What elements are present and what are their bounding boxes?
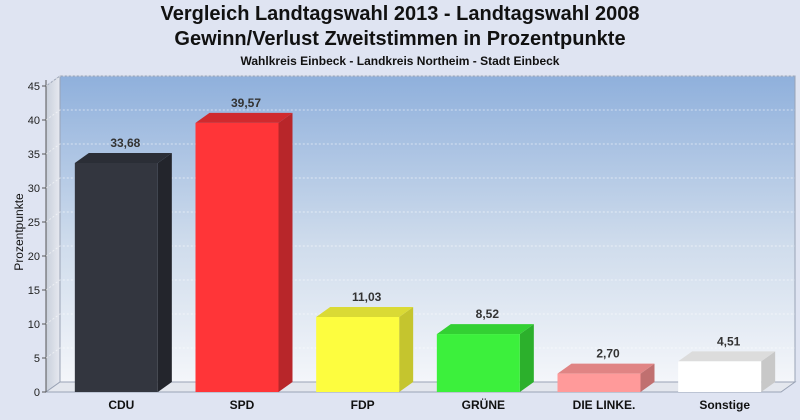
y-tick-label: 0 <box>34 387 40 399</box>
y-tick-label: 35 <box>28 149 40 161</box>
data-label: 8,52 <box>476 307 500 321</box>
x-tick-label: DIE LINKE. <box>573 398 636 412</box>
data-label: 4,51 <box>717 334 741 348</box>
bar-top-FDP <box>316 306 414 317</box>
bar-top-SPD <box>195 112 293 123</box>
chart-title-line1: Vergleich Landtagswahl 2013 - Landtagswa… <box>160 3 640 25</box>
bar-side-Sonstige <box>761 351 776 392</box>
bar-side-SPD <box>278 112 293 392</box>
data-label: 2,70 <box>596 347 620 361</box>
bar-DIE LINKE. <box>557 373 641 392</box>
x-tick-label: SPD <box>230 398 255 412</box>
y-tick-label: 5 <box>34 353 40 365</box>
x-tick-label: CDU <box>108 398 134 412</box>
gridline <box>45 279 795 291</box>
x-tick-label: Sonstige <box>699 398 750 412</box>
bar-side-FDP <box>399 306 414 392</box>
y-tick-label: 45 <box>28 81 40 93</box>
bar-GRÜNE <box>436 334 520 392</box>
y-tick-label: 20 <box>28 251 40 263</box>
plot-back-wall <box>59 75 796 383</box>
bar-top-Sonstige <box>678 351 776 362</box>
bar-side-GRÜNE <box>519 324 534 392</box>
gridline <box>45 211 795 223</box>
data-label: 33,68 <box>110 136 140 150</box>
plot-side-wall <box>45 75 61 393</box>
bar-Sonstige <box>678 361 762 392</box>
bar-side-CDU <box>157 152 172 392</box>
x-tick-label: GRÜNE <box>462 397 505 412</box>
x-tick-label: FDP <box>351 398 375 412</box>
y-tick-label: 25 <box>28 217 40 229</box>
gridline <box>45 347 795 359</box>
y-axis-label: Prozentpunkte <box>12 193 26 271</box>
data-label: 11,03 <box>352 290 382 304</box>
chart-subtitle: Wahlkreis Einbeck - Landkreis Northeim -… <box>240 54 560 68</box>
y-tick-label: 10 <box>28 319 40 331</box>
gridline <box>45 177 795 189</box>
data-label: 39,57 <box>231 96 261 110</box>
bar-top-CDU <box>74 152 172 163</box>
gridline <box>45 313 795 325</box>
bar-top-DIE LINKE. <box>557 363 655 374</box>
gridline <box>45 245 795 257</box>
bar-top-GRÜNE <box>436 324 534 335</box>
bar-FDP <box>316 316 400 392</box>
y-tick-label: 40 <box>28 115 40 127</box>
bar-CDU <box>74 162 158 392</box>
y-tick-label: 15 <box>28 285 40 297</box>
bar-SPD <box>195 122 279 392</box>
bar-side-DIE LINKE. <box>640 363 655 392</box>
gridline <box>45 75 795 87</box>
gridline <box>45 143 795 155</box>
y-tick-label: 30 <box>28 183 40 195</box>
chart-title-line2: Gewinn/Verlust Zweitstimmen in Prozentpu… <box>174 28 626 50</box>
gridline <box>45 109 795 121</box>
